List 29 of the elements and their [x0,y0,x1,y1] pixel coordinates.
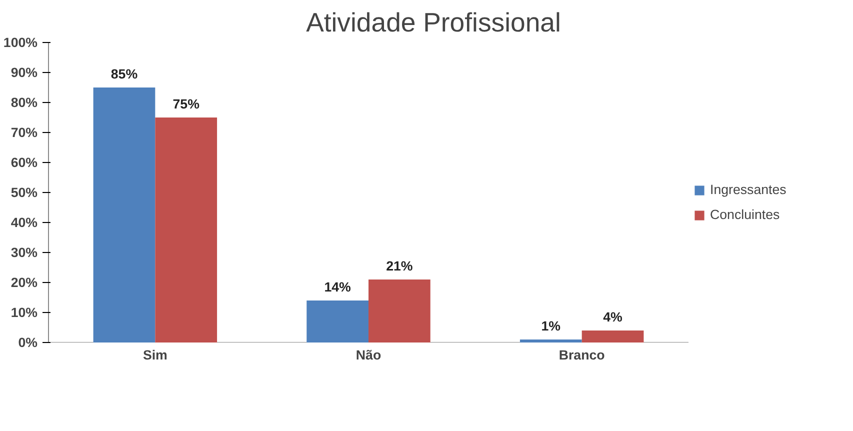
y-tick-label: 60% [10,155,38,170]
x-tick-label: Não [356,348,382,362]
legend-label: Concluintes [710,207,780,222]
bar [93,88,156,342]
y-tick-label: 80% [10,95,38,110]
bar [155,118,218,342]
y-tick-label: 0% [18,335,38,350]
bar [520,340,582,342]
data-label: 1% [541,318,561,334]
chart-title: Atividade Profissional [306,8,561,38]
y-tick-label: 90% [10,65,38,80]
bar [368,280,430,342]
data-label: 21% [386,258,413,274]
y-tick-label: 100% [3,35,38,50]
y-tick-label: 50% [10,185,38,200]
y-tick-label: 30% [10,245,38,260]
x-tick-label: Branco [558,348,605,362]
data-label: 4% [603,310,623,324]
y-tick-label: 20% [10,275,38,290]
x-tick-label: Sim [142,348,168,362]
y-tick-label: 10% [10,305,38,320]
y-tick-label: 70% [10,125,38,140]
data-label: 85% [110,66,138,82]
data-label: 75% [172,96,200,112]
legend-label: Ingressantes [710,182,786,197]
y-tick-label: 40% [10,215,38,230]
bar [582,330,644,342]
bar [306,300,368,342]
data-label: 14% [324,280,352,294]
